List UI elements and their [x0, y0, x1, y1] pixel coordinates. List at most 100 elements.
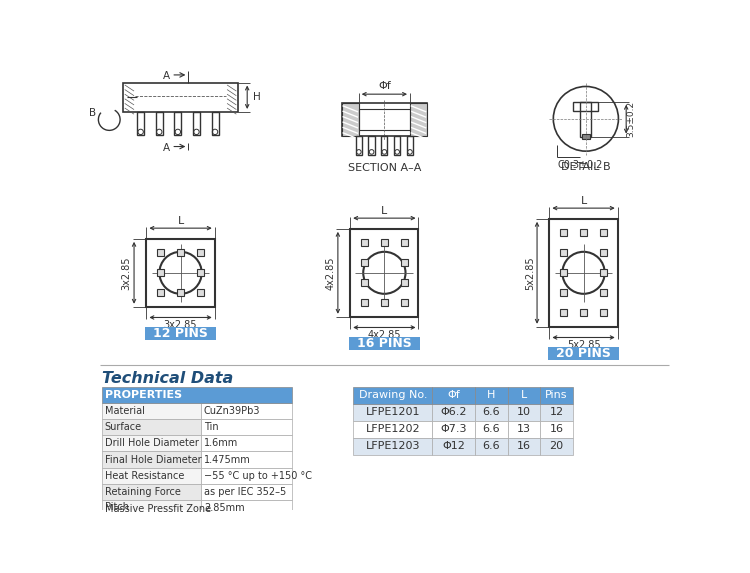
Text: A: A — [163, 72, 170, 81]
Text: LFPE1202: LFPE1202 — [365, 424, 420, 434]
Bar — [177, 249, 184, 256]
Bar — [433, 438, 475, 454]
Bar — [433, 387, 475, 404]
Bar — [101, 500, 201, 516]
Text: 4x2.85: 4x2.85 — [368, 330, 401, 340]
Text: 5x2.85: 5x2.85 — [567, 340, 600, 350]
Text: Φ6.2: Φ6.2 — [440, 407, 467, 417]
Bar — [540, 438, 573, 454]
Bar — [123, 83, 238, 112]
Text: Heat Resistance: Heat Resistance — [104, 470, 184, 481]
Text: 16: 16 — [517, 441, 531, 451]
Text: 20: 20 — [549, 441, 563, 451]
Text: 1.475mm: 1.475mm — [204, 454, 251, 465]
Text: SECTION A–A: SECTION A–A — [348, 163, 421, 172]
Bar — [361, 240, 368, 246]
Text: 2.85mm: 2.85mm — [204, 503, 245, 513]
Text: Φ7.3: Φ7.3 — [440, 424, 467, 434]
Text: 16 PINS: 16 PINS — [357, 337, 412, 350]
Text: 16: 16 — [550, 424, 563, 434]
Bar — [342, 103, 358, 136]
Text: 6.6: 6.6 — [482, 424, 500, 434]
Bar — [157, 269, 164, 276]
Bar — [353, 404, 433, 421]
Text: Drill Hole Diameter: Drill Hole Diameter — [104, 438, 199, 448]
Bar — [560, 269, 567, 276]
Bar — [177, 289, 184, 296]
Text: Pins: Pins — [545, 390, 568, 400]
Bar — [401, 280, 408, 286]
Bar — [548, 347, 620, 360]
Text: 6.6: 6.6 — [482, 407, 500, 417]
Text: Final Hole Diameter: Final Hole Diameter — [104, 454, 201, 465]
Bar — [475, 438, 508, 454]
Bar — [201, 468, 292, 484]
Text: 12 PINS: 12 PINS — [153, 327, 208, 340]
Bar — [101, 484, 201, 500]
Bar — [193, 112, 200, 135]
Bar — [600, 269, 608, 276]
Bar — [433, 421, 475, 438]
Text: L: L — [381, 206, 388, 216]
Text: H: H — [253, 92, 260, 102]
Bar — [201, 500, 292, 516]
Text: PROPERTIES: PROPERTIES — [105, 390, 182, 400]
Bar — [560, 229, 567, 236]
Text: 3x2.85: 3x2.85 — [122, 256, 132, 289]
Text: Retaining Force: Retaining Force — [104, 487, 181, 497]
Bar — [550, 219, 618, 327]
Bar — [381, 240, 388, 246]
Text: 5x2.85: 5x2.85 — [525, 256, 535, 289]
Bar — [560, 309, 567, 316]
Bar — [174, 112, 182, 135]
Text: 3.5±0.2: 3.5±0.2 — [626, 101, 635, 138]
Bar — [394, 136, 400, 155]
Bar — [361, 260, 368, 266]
Bar — [401, 299, 408, 307]
Bar — [145, 327, 216, 340]
Bar — [381, 299, 388, 307]
Bar — [101, 419, 201, 435]
Text: −55 °C up to +150 °C: −55 °C up to +150 °C — [204, 470, 312, 481]
Bar — [600, 289, 608, 296]
Text: Material: Material — [104, 406, 145, 416]
Bar — [201, 452, 292, 468]
Bar — [600, 229, 608, 236]
Bar — [475, 404, 508, 421]
Bar — [197, 249, 204, 256]
Text: L: L — [178, 216, 184, 226]
Bar — [101, 435, 201, 452]
Text: 20 PINS: 20 PINS — [556, 347, 611, 360]
Text: Φ12: Φ12 — [442, 441, 465, 451]
Text: 4x2.85: 4x2.85 — [326, 256, 335, 289]
Bar — [137, 112, 144, 135]
Bar — [361, 299, 368, 307]
Text: L: L — [520, 390, 527, 400]
Text: L: L — [580, 196, 586, 206]
Text: as per IEC 352–5: as per IEC 352–5 — [204, 487, 286, 497]
Bar — [349, 337, 420, 350]
Bar — [353, 387, 433, 404]
Bar — [201, 419, 292, 435]
Bar — [211, 112, 218, 135]
Text: DETAIL B: DETAIL B — [561, 162, 610, 172]
Bar — [358, 109, 410, 131]
Bar — [406, 136, 413, 155]
Text: C0.3±0.2: C0.3±0.2 — [557, 160, 602, 170]
Bar — [146, 239, 214, 307]
Bar — [410, 103, 427, 136]
Bar — [101, 403, 201, 419]
Bar — [580, 229, 587, 236]
Bar — [368, 136, 375, 155]
Bar — [101, 387, 292, 403]
Bar — [560, 289, 567, 296]
Text: LFPE1203: LFPE1203 — [366, 441, 420, 451]
Bar — [401, 240, 408, 246]
Text: Tin: Tin — [204, 422, 218, 432]
Text: 6.6: 6.6 — [482, 441, 500, 451]
Bar — [101, 468, 201, 484]
Bar — [540, 387, 573, 404]
Bar — [381, 136, 388, 155]
Bar — [101, 452, 201, 468]
Text: Massive Pressfit Zone: Massive Pressfit Zone — [104, 504, 211, 514]
